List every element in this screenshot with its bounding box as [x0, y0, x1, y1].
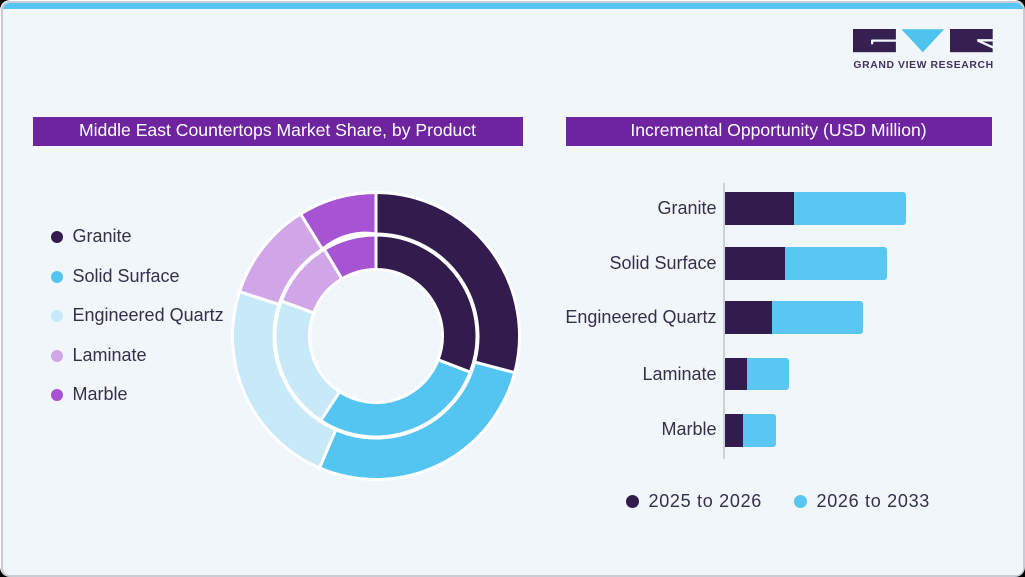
- svg-text:GRAND VIEW RESEARCH: GRAND VIEW RESEARCH: [853, 59, 993, 70]
